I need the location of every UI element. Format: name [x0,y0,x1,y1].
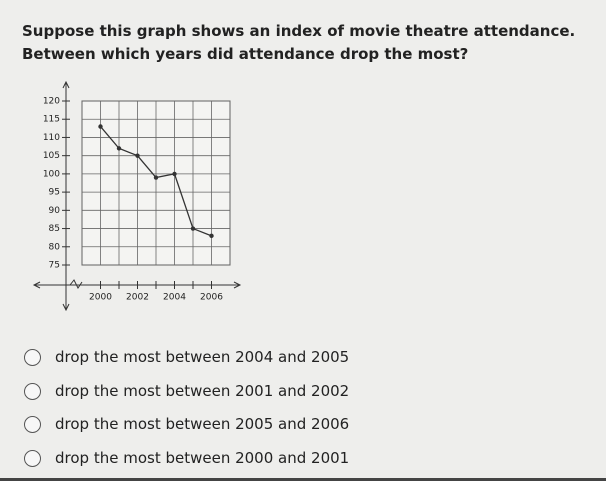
y-tick-label: 100 [43,169,60,179]
data-point [116,146,122,151]
data-point [153,175,159,180]
data-point [190,226,196,231]
x-arrow [32,281,242,289]
radio-button[interactable] [24,382,41,400]
y-tick-label: 90 [49,206,61,216]
x-tick-label: 2002 [126,293,149,303]
y-tick-label: 80 [49,242,61,252]
x-tick-label: 2004 [163,293,186,303]
y-tick-label: 115 [43,115,60,125]
data-point [98,124,103,129]
option-label[interactable]: drop the most between 2004 and 2005 [55,348,350,366]
data-point [209,233,214,239]
y-tick-label: 95 [49,188,60,198]
question: Suppose this graph shows an index of mov… [22,22,576,63]
y-tick-label: 75 [49,261,60,271]
option-label[interactable]: drop the most between 2005 and 2006 [55,415,350,433]
data-point [172,171,177,177]
option[interactable]: drop the most between 2001 and 2002 [24,381,349,401]
y-tick-label: 120 [43,97,60,107]
x-tick-label: 2006 [200,293,223,303]
option[interactable]: drop the most between 2004 and 2005 [24,347,349,367]
y-tick-label: 105 [43,151,60,161]
option-label[interactable]: drop the most between 2000 and 2001 [55,449,350,467]
y-tick-label: 110 [43,133,60,143]
radio-button[interactable] [24,449,41,467]
option[interactable]: drop the most between 2000 and 2001 [24,448,349,468]
y-tick-label: 85 [49,224,60,234]
radio-button[interactable] [24,348,41,366]
y-arrow [62,80,70,312]
radio-button[interactable] [24,415,41,433]
data-point [135,153,140,158]
option-label[interactable]: drop the most between 2001 and 2002 [55,382,350,400]
bottom-edge [0,478,606,481]
chart: 75 80 85 90 95 100 105 110 115 120 2000 2002 2004 200… [32,80,242,312]
axis-break [69,279,83,289]
option[interactable]: drop the most between 2005 and 2006 [24,414,349,434]
x-tick-label: 2000 [89,293,112,303]
